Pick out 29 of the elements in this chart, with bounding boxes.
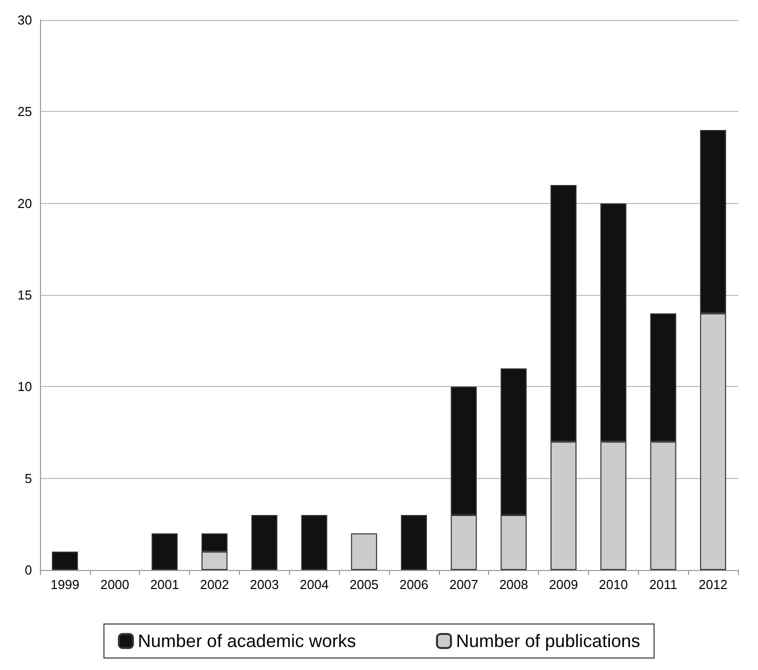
y-tick-label: 25: [18, 104, 32, 120]
legend-label: Number of academic works: [138, 631, 356, 651]
y-tick-label: 30: [18, 12, 32, 28]
bar: [400, 515, 427, 570]
x-tick-label: 2000: [100, 577, 130, 592]
x-tick-label: 2002: [200, 577, 229, 592]
x-tick-label: 2003: [250, 577, 279, 592]
x-tick-label: 1999: [50, 577, 80, 592]
bar: [351, 533, 378, 570]
legend-label: Number of publications: [456, 631, 640, 651]
bar: [301, 515, 328, 570]
bar: [52, 552, 78, 570]
x-tick-label: 2005: [350, 577, 379, 592]
y-tick-label: 5: [24, 470, 32, 486]
x-tick-label: 2008: [499, 577, 528, 592]
x-tick-label: 2007: [449, 577, 478, 592]
x-tick-label: 2009: [549, 577, 578, 592]
y-tick-label: 15: [18, 288, 32, 302]
x-tick-label: 2010: [598, 577, 628, 592]
x-tick-label: 2004: [300, 577, 329, 592]
x-tick-label: 2006: [399, 577, 428, 592]
y-tick-label: 0: [24, 562, 32, 578]
bar: [251, 515, 278, 570]
y-tick-label: 20: [18, 196, 32, 211]
x-tick-label: 2012: [698, 577, 728, 592]
x-tick-label: 2001: [150, 577, 180, 592]
y-tick-label: 10: [18, 379, 32, 394]
bar: [152, 533, 178, 570]
x-tick-label: 2011: [649, 577, 678, 592]
